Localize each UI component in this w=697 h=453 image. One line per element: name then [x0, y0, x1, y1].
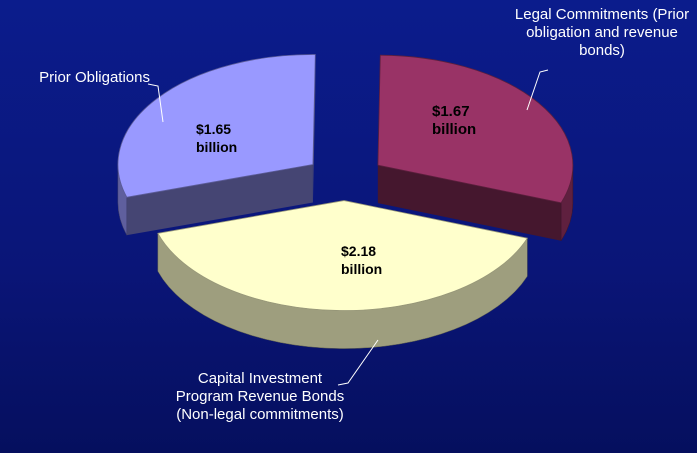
leader-line — [526, 69, 549, 111]
pie-slice — [377, 54, 574, 204]
slice-side — [377, 165, 562, 241]
pie-slice — [117, 54, 316, 198]
value-label: $2.18 billion — [341, 243, 383, 277]
slice-label: Capital Investment Program Revenue Bonds… — [175, 370, 345, 423]
slice-label: Prior Obligations — [39, 69, 150, 86]
slice-side — [126, 164, 313, 236]
value-label: $1.67 billion — [432, 103, 477, 138]
pie-slice — [157, 200, 528, 311]
slice-label: Legal Commitments (Prior obligation and … — [514, 6, 690, 59]
value-label: $1.65 billion — [196, 121, 238, 155]
leader-line — [147, 83, 164, 123]
leader-line — [337, 339, 379, 386]
